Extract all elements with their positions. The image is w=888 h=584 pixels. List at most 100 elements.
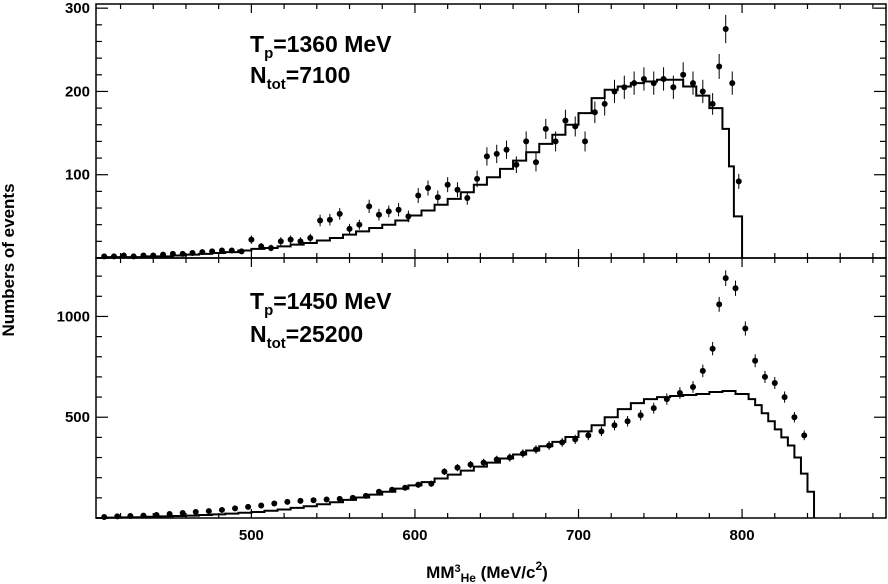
top-data-point-37 (464, 195, 471, 202)
top-y-tick-label-200: 200 (65, 83, 90, 100)
bottom-data-point-15 (297, 497, 304, 504)
top-annotation-ntot: Ntot=7100 (250, 62, 350, 93)
top-data-point-43 (523, 138, 530, 145)
top-data-point-34 (434, 194, 441, 201)
bottom-data-point-4 (153, 511, 160, 518)
bottom-data-point-13 (271, 500, 278, 507)
top-data-point-59 (680, 71, 687, 78)
top-tp-sub: p (264, 45, 273, 62)
bottom-data-point-44 (676, 390, 683, 397)
top-data-point-5 (150, 252, 157, 259)
bottom-data-point-34 (546, 442, 553, 449)
top-data-point-28 (375, 211, 382, 218)
bottom-data-point-27 (454, 464, 461, 471)
bottom-data-point-33 (532, 446, 539, 453)
top-data-point-52 (611, 88, 618, 95)
top-ntot-value: =7100 (286, 62, 351, 88)
bottom-data-point-42 (650, 405, 657, 412)
bottom-data-point-19 (349, 494, 356, 501)
bottom-data-point-9 (218, 506, 225, 513)
bottom-panel: Tp=1450 MeV Ntot=25200 (95, 257, 887, 520)
bottom-tp-symbol: T (250, 288, 264, 314)
x-axis-title-units: (MeV/c (476, 563, 536, 582)
top-data-point-50 (591, 109, 598, 116)
bottom-data-point-48 (716, 301, 723, 308)
x-axis-title: MM3He (MeV/c2) (426, 559, 548, 584)
top-data-point-55 (640, 75, 647, 82)
top-data-point-21 (307, 235, 314, 242)
bottom-data-point-50 (732, 285, 739, 292)
top-data-point-62 (709, 100, 716, 107)
top-data-point-24 (336, 210, 343, 217)
top-data-point-25 (346, 225, 353, 232)
top-data-point-16 (258, 243, 265, 250)
bottom-data-point-39 (611, 422, 618, 429)
top-data-point-17 (268, 245, 275, 252)
x-axis-title-units-sup: 2 (535, 559, 542, 573)
top-tp-symbol: T (250, 31, 264, 57)
top-data-point-13 (228, 247, 235, 254)
bottom-data-point-35 (559, 439, 566, 446)
bottom-annotation-ntot: Ntot=25200 (250, 321, 363, 352)
top-ntot-sub: tot (267, 76, 286, 93)
top-data-point-31 (405, 213, 412, 220)
bottom-data-point-14 (284, 498, 291, 505)
top-data-point-7 (169, 250, 176, 257)
top-data-point-10 (199, 249, 206, 256)
top-data-point-15 (248, 236, 255, 243)
bottom-y-tick-label-1000: 1000 (57, 308, 90, 325)
bottom-data-point-46 (699, 367, 706, 374)
top-y-tick-label-100: 100 (65, 167, 90, 184)
top-ntot-symbol: N (250, 62, 267, 88)
top-data-point-54 (631, 80, 638, 87)
top-y-tick-label-300: 300 (65, 0, 90, 17)
top-data-point-53 (621, 84, 628, 91)
top-data-point-27 (366, 203, 373, 210)
top-data-point-39 (483, 153, 490, 160)
top-data-point-8 (179, 250, 186, 257)
top-data-point-49 (582, 138, 589, 145)
bottom-data-point-36 (572, 436, 579, 443)
top-data-point-29 (385, 208, 392, 215)
bottom-data-point-29 (480, 459, 487, 466)
bottom-data-point-7 (192, 508, 199, 515)
top-data-point-30 (395, 206, 402, 213)
bottom-data-point-23 (402, 484, 409, 491)
bottom-histogram (96, 390, 816, 519)
top-data-point-60 (689, 80, 696, 87)
top-data-point-26 (356, 221, 363, 228)
bottom-data-point-22 (389, 486, 396, 493)
bottom-data-point-11 (245, 503, 252, 510)
x-axis-title-sub: He (461, 571, 477, 584)
x-axis-title-units-close: ) (542, 563, 548, 582)
bottom-ntot-sub: tot (267, 335, 286, 352)
bottom-data-point-30 (493, 456, 500, 463)
bottom-data-point-0 (101, 513, 108, 520)
top-data-point-32 (415, 192, 422, 199)
bottom-data-point-25 (428, 480, 435, 487)
top-data-point-4 (140, 252, 147, 259)
bottom-data-point-24 (415, 481, 422, 488)
top-data-point-44 (532, 159, 539, 166)
top-data-point-9 (189, 250, 196, 257)
top-data-point-65 (729, 80, 736, 87)
top-data-point-2 (120, 252, 127, 259)
bottom-data-point-10 (232, 505, 239, 512)
top-data-point-58 (670, 84, 677, 91)
top-data-point-20 (297, 238, 304, 245)
top-data-point-22 (317, 217, 324, 224)
bottom-data-point-12 (258, 502, 265, 509)
top-data-point-48 (572, 123, 579, 130)
bottom-data-point-51 (742, 325, 749, 332)
bottom-data-point-28 (467, 461, 474, 468)
bottom-data-point-18 (336, 495, 343, 502)
bottom-data-point-43 (663, 396, 670, 403)
bottom-annotation-tp: Tp=1450 MeV (250, 288, 392, 319)
top-data-point-47 (562, 117, 569, 124)
bottom-data-point-6 (179, 509, 186, 516)
bottom-data-point-55 (781, 394, 788, 401)
bottom-y-tick-label-500: 500 (65, 409, 90, 426)
bottom-tp-sub: p (264, 302, 273, 319)
bottom-data-point-31 (506, 454, 513, 461)
bottom-panel-frame (95, 257, 887, 519)
